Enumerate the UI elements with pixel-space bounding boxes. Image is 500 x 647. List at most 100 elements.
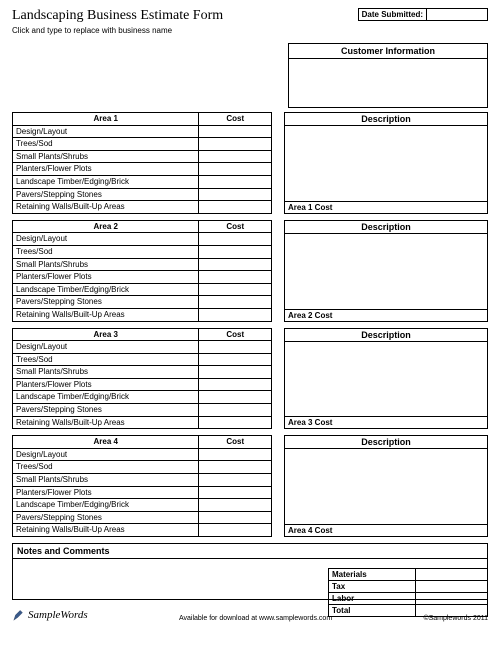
line-item-label: Retaining Walls/Built-Up Areas — [13, 201, 199, 214]
line-item-label: Pavers/Stepping Stones — [13, 296, 199, 309]
totals-label: Labor — [329, 593, 416, 605]
line-item-label: Pavers/Stepping Stones — [13, 511, 199, 524]
line-item-label: Small Plants/Shrubs — [13, 150, 199, 163]
line-item-cost[interactable] — [199, 296, 272, 309]
line-item-label: Retaining Walls/Built-Up Areas — [13, 308, 199, 321]
line-item-cost[interactable] — [199, 404, 272, 417]
line-item-label: Trees/Sod — [13, 138, 199, 151]
line-item-label: Landscape Timber/Edging/Brick — [13, 283, 199, 296]
line-item-cost[interactable] — [199, 271, 272, 284]
totals-value[interactable] — [416, 605, 488, 617]
area-table: Area 1CostDesign/LayoutTrees/SodSmall Pl… — [12, 112, 272, 214]
line-item-label: Retaining Walls/Built-Up Areas — [13, 416, 199, 429]
line-item-cost[interactable] — [199, 150, 272, 163]
line-item-cost[interactable] — [199, 125, 272, 138]
totals-table: MaterialsTaxLaborTotal — [328, 568, 488, 617]
line-item-cost[interactable] — [199, 416, 272, 429]
totals-value[interactable] — [416, 593, 488, 605]
line-item-label: Design/Layout — [13, 125, 199, 138]
description-box: DescriptionArea 1 Cost — [284, 112, 488, 214]
area-name-header: Area 2 — [13, 220, 199, 233]
line-item-cost[interactable] — [199, 175, 272, 188]
customer-info-header: Customer Information — [289, 44, 487, 59]
line-item-label: Trees/Sod — [13, 245, 199, 258]
cost-header: Cost — [199, 328, 272, 341]
line-item-cost[interactable] — [199, 486, 272, 499]
line-item-label: Small Plants/Shrubs — [13, 474, 199, 487]
cost-header: Cost — [199, 436, 272, 449]
totals-value[interactable] — [416, 581, 488, 593]
line-item-cost[interactable] — [199, 258, 272, 271]
area-cost-footer: Area 4 Cost — [285, 524, 487, 536]
totals-label: Total — [329, 605, 416, 617]
cost-header: Cost — [199, 113, 272, 126]
line-item-label: Planters/Flower Plots — [13, 163, 199, 176]
logo-text: SampleWords — [28, 609, 88, 621]
line-item-label: Trees/Sod — [13, 353, 199, 366]
totals-label: Tax — [329, 581, 416, 593]
line-item-cost[interactable] — [199, 163, 272, 176]
line-item-label: Design/Layout — [13, 341, 199, 354]
description-header: Description — [285, 113, 487, 126]
line-item-cost[interactable] — [199, 245, 272, 258]
area-table: Area 3CostDesign/LayoutTrees/SodSmall Pl… — [12, 328, 272, 430]
line-item-label: Landscape Timber/Edging/Brick — [13, 499, 199, 512]
description-box: Description Area 3 Cost — [284, 328, 488, 430]
notes-header: Notes and Comments — [13, 544, 487, 559]
customer-info-body[interactable] — [289, 59, 487, 107]
area-name-header: Area 3 — [13, 328, 199, 341]
line-item-cost[interactable] — [199, 499, 272, 512]
line-item-cost[interactable] — [199, 461, 272, 474]
description-header: Description — [285, 436, 487, 449]
line-item-cost[interactable] — [199, 524, 272, 537]
area-table: Area 2CostDesign/LayoutTrees/SodSmall Pl… — [12, 220, 272, 322]
line-item-label: Planters/Flower Plots — [13, 486, 199, 499]
line-item-cost[interactable] — [199, 511, 272, 524]
line-item-cost[interactable] — [199, 353, 272, 366]
line-item-cost[interactable] — [199, 391, 272, 404]
line-item-cost[interactable] — [199, 341, 272, 354]
line-item-cost[interactable] — [199, 378, 272, 391]
line-item-cost[interactable] — [199, 201, 272, 214]
description-header: Description — [285, 329, 487, 342]
area-cost-footer: Area 2 Cost — [285, 309, 487, 321]
description-box: Description Area 4 Cost — [284, 435, 488, 537]
line-item-cost[interactable] — [199, 474, 272, 487]
line-item-cost[interactable] — [199, 308, 272, 321]
description-header: Description — [285, 221, 487, 234]
logo: SampleWords — [12, 608, 88, 622]
line-item-label: Planters/Flower Plots — [13, 378, 199, 391]
line-item-label: Design/Layout — [13, 448, 199, 461]
area-table: Area 4CostDesign/LayoutTrees/SodSmall Pl… — [12, 435, 272, 537]
description-body[interactable] — [285, 234, 487, 309]
line-item-cost[interactable] — [199, 283, 272, 296]
line-item-cost[interactable] — [199, 448, 272, 461]
date-submitted-box: Date Submitted: — [358, 8, 488, 21]
line-item-label: Trees/Sod — [13, 461, 199, 474]
line-item-cost[interactable] — [199, 138, 272, 151]
line-item-cost[interactable] — [199, 188, 272, 201]
line-item-label: Landscape Timber/Edging/Brick — [13, 175, 199, 188]
line-item-label: Retaining Walls/Built-Up Areas — [13, 524, 199, 537]
line-item-cost[interactable] — [199, 366, 272, 379]
totals-label: Materials — [329, 569, 416, 581]
description-box: Description Area 2 Cost — [284, 220, 488, 322]
line-item-label: Landscape Timber/Edging/Brick — [13, 391, 199, 404]
description-body[interactable] — [285, 342, 487, 417]
description-body[interactable] — [285, 449, 487, 524]
line-item-label: Design/Layout — [13, 233, 199, 246]
cost-header: Cost — [199, 220, 272, 233]
line-item-cost[interactable] — [199, 233, 272, 246]
line-item-label: Small Plants/Shrubs — [13, 258, 199, 271]
date-value[interactable] — [427, 9, 487, 20]
form-subtitle[interactable]: Click and type to replace with business … — [12, 26, 223, 35]
description-body[interactable] — [285, 126, 487, 201]
area-cost-footer: Area 3 Cost — [285, 416, 487, 428]
date-label: Date Submitted: — [359, 9, 427, 20]
area-name-header: Area 4 — [13, 436, 199, 449]
line-item-label: Pavers/Stepping Stones — [13, 404, 199, 417]
totals-value[interactable] — [416, 569, 488, 581]
pen-icon — [12, 608, 26, 622]
line-item-label: Pavers/Stepping Stones — [13, 188, 199, 201]
area-name-header: Area 1 — [13, 113, 199, 126]
